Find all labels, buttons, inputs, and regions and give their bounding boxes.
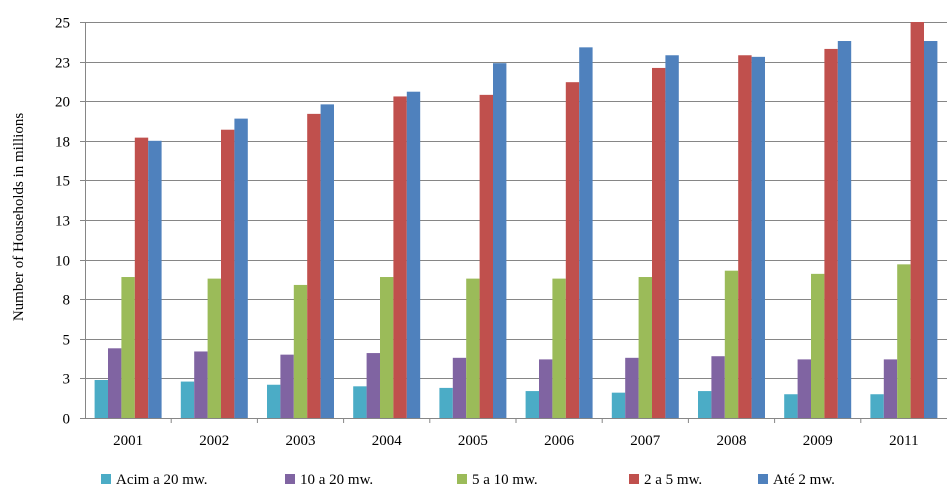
x-axis-category-labels: 2001 2002 2003 2004 2005 2006 2007 2008 2009 2011 (113, 433, 919, 449)
bar (406, 91, 421, 418)
x-category-label: 2008 (717, 433, 747, 449)
y-axis-label: Number of Households in millions (11, 113, 27, 321)
legend-swatch (629, 474, 639, 484)
x-category-label: 2003 (286, 433, 316, 449)
legend: Acim a 20 mw. 10 a 20 mw. 5 a 10 mw. 2 a 5 … (101, 472, 835, 488)
bar (94, 379, 108, 418)
y-tick-label: 18 (55, 135, 70, 151)
x-category-label: 2011 (889, 433, 918, 449)
bar (751, 56, 765, 418)
bar (148, 140, 162, 419)
bar (439, 387, 453, 418)
bar (579, 47, 593, 419)
bar (811, 273, 825, 418)
legend-label: 5 a 10 mw. (472, 472, 538, 488)
y-tick-label: 0 (63, 412, 71, 428)
bar (724, 270, 739, 418)
bar (134, 137, 149, 418)
y-tick-label: 13 (55, 214, 70, 230)
y-tick-label: 25 (55, 16, 70, 32)
x-category-label: 2005 (458, 433, 488, 449)
bar (307, 113, 321, 419)
bar (108, 348, 122, 418)
x-category-label: 2006 (544, 433, 575, 449)
bar (625, 357, 639, 418)
bar (353, 386, 367, 418)
legend-swatch (285, 474, 295, 484)
x-category-label: 2004 (372, 433, 403, 449)
y-tick-label: 10 (55, 254, 70, 270)
legend-swatch (101, 474, 111, 484)
legend-label: Acim a 20 mw. (116, 472, 208, 488)
y-axis-tick-labels: 0 3 5 8 10 13 15 18 20 23 25 (55, 16, 70, 428)
bar (479, 94, 493, 419)
bar (738, 55, 752, 418)
bar (611, 392, 626, 418)
bar (493, 63, 507, 419)
bar (293, 284, 308, 418)
bar (267, 384, 281, 418)
bar (797, 359, 811, 418)
axes (85, 22, 947, 423)
bar (539, 359, 553, 418)
legend-label: Até 2 mw. (773, 472, 835, 488)
bar (924, 41, 938, 418)
bar (221, 129, 235, 418)
bar (234, 118, 248, 419)
legend-label: 2 a 5 mw. (644, 472, 702, 488)
legend-swatch (758, 474, 768, 484)
bar (665, 55, 679, 418)
bar (897, 264, 911, 418)
y-tick-label: 3 (63, 372, 71, 388)
bar (910, 22, 924, 418)
x-category-label: 2007 (630, 433, 661, 449)
bar (207, 278, 221, 418)
y-tick-label: 23 (55, 56, 70, 72)
bar (452, 357, 467, 418)
bars (94, 22, 938, 419)
x-category-label: 2009 (803, 433, 833, 449)
legend-label: 10 a 20 mw. (300, 472, 373, 488)
x-category-label: 2001 (113, 433, 143, 449)
y-tick-label: 8 (63, 293, 71, 309)
bar (380, 277, 394, 418)
bar (883, 359, 898, 418)
x-category-label: 2002 (199, 433, 229, 449)
bar (638, 277, 652, 418)
bar (698, 391, 712, 418)
bar (466, 278, 480, 418)
bar (552, 278, 566, 418)
bar (180, 381, 195, 418)
bar (652, 67, 666, 418)
y-tick-label: 15 (55, 174, 70, 190)
bar (393, 96, 407, 418)
bar (824, 48, 838, 419)
bar (121, 277, 135, 418)
legend-swatch (457, 474, 467, 484)
bar (525, 391, 539, 418)
bar (366, 353, 380, 418)
bar (565, 82, 580, 418)
bar (194, 351, 208, 418)
bar (837, 41, 852, 418)
bar (280, 354, 294, 418)
y-tick-label: 5 (63, 333, 71, 349)
bar (784, 394, 798, 418)
y-tick-label: 20 (55, 95, 70, 111)
bar (870, 394, 884, 418)
bar (711, 356, 725, 418)
bar (320, 104, 334, 419)
